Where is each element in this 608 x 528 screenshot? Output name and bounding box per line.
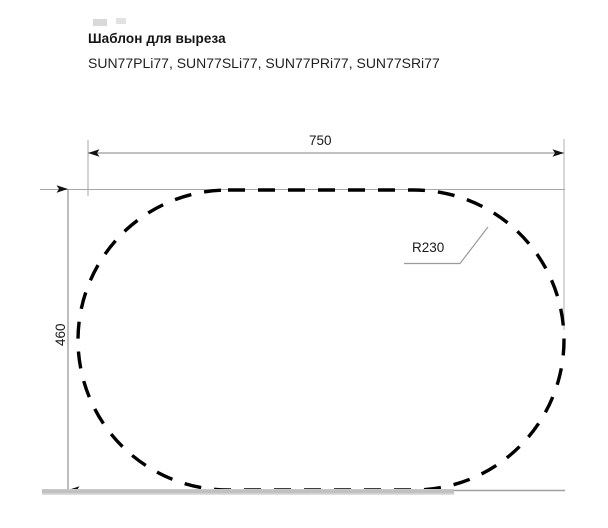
radius-dimension-label: R230	[412, 240, 445, 255]
heading-block: Шаблон для выреза SUN77PLi77, SUN77SLi77…	[88, 30, 568, 73]
compression-artifact	[116, 18, 126, 24]
compression-artifact	[93, 19, 107, 26]
cutout-outline	[76, 188, 566, 492]
page-title: Шаблон для выреза	[88, 31, 226, 46]
extension-lines	[40, 139, 565, 492]
height-dimension-label: 460	[53, 323, 68, 346]
radius-leader-line	[404, 226, 489, 265]
model-numbers: SUN77PLi77, SUN77SLi77, SUN77PRi77, SUN7…	[88, 55, 440, 71]
radius-leader	[404, 226, 489, 265]
width-dimension-label: 750	[309, 133, 332, 148]
bottom-line-artifact	[42, 489, 454, 495]
